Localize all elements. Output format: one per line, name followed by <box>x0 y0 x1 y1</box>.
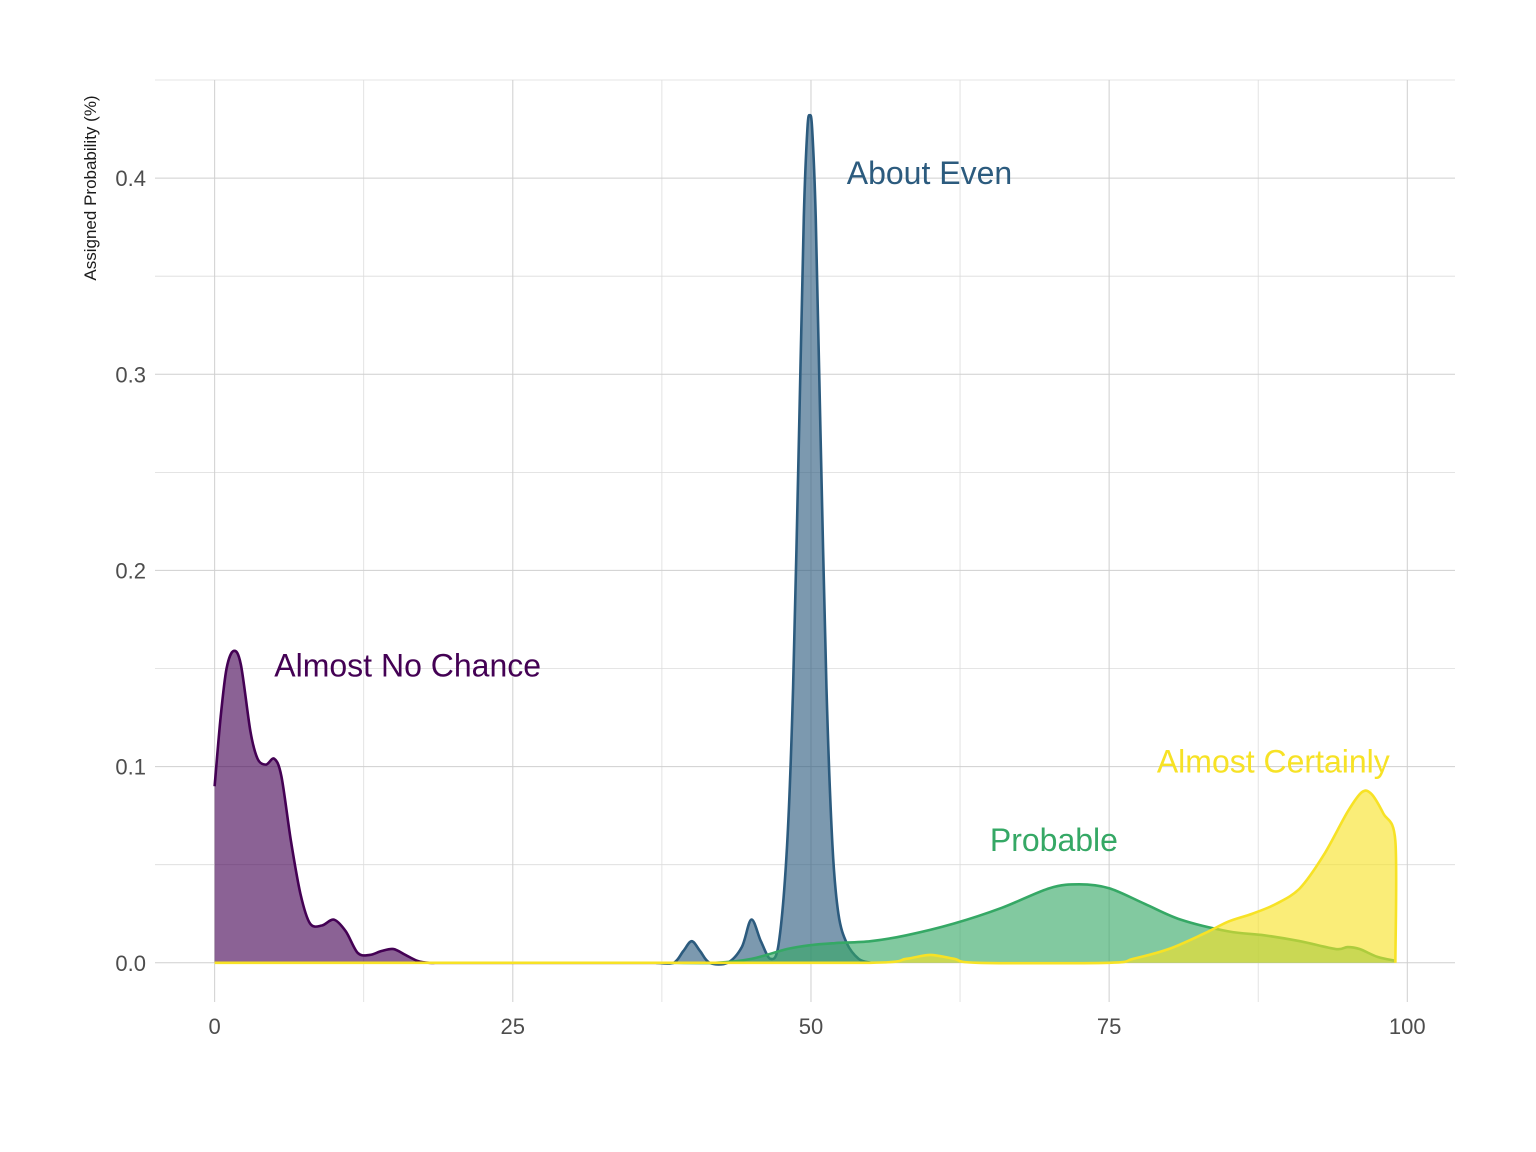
annotation-almost-certainly: Almost Certainly <box>1157 743 1390 779</box>
y-tick-label: 0.1 <box>115 755 146 780</box>
y-tick-label: 0.4 <box>115 166 146 191</box>
density-area-about-even <box>655 115 871 965</box>
density-area-almost-no-chance <box>214 650 668 963</box>
x-tick-label: 50 <box>799 1014 823 1039</box>
density-line-about-even <box>655 113 872 966</box>
y-axis-tick-labels: 0.0 0.1 0.2 0.3 0.4 <box>115 166 146 976</box>
annotation-almost-no-chance: Almost No Chance <box>274 647 541 683</box>
annotation-about-even: About Even <box>847 155 1012 191</box>
x-tick-label: 75 <box>1097 1014 1121 1039</box>
y-tick-label: 0.3 <box>115 362 146 387</box>
y-tick-label: 0.0 <box>115 951 146 976</box>
y-tick-label: 0.2 <box>115 558 146 583</box>
x-tick-label: 0 <box>209 1014 221 1039</box>
y-axis-title: Assigned Probability (%) <box>81 95 100 280</box>
series-annotations: Almost No Chance About Even Probable Almost… <box>274 155 1390 858</box>
series-almost-no-chance <box>213 649 668 965</box>
series-almost-certainly <box>214 789 1398 965</box>
density-line-almost-no-chance <box>213 649 668 965</box>
density-curves <box>213 113 1398 966</box>
x-tick-label: 25 <box>501 1014 525 1039</box>
annotation-probable: Probable <box>990 822 1118 858</box>
series-about-even <box>655 113 872 966</box>
x-axis-tick-labels: 0 25 50 75 100 <box>209 1014 1426 1039</box>
x-tick-label: 100 <box>1389 1014 1426 1039</box>
density-line-almost-certainly <box>214 789 1398 965</box>
density-area-almost-certainly <box>214 790 1397 964</box>
